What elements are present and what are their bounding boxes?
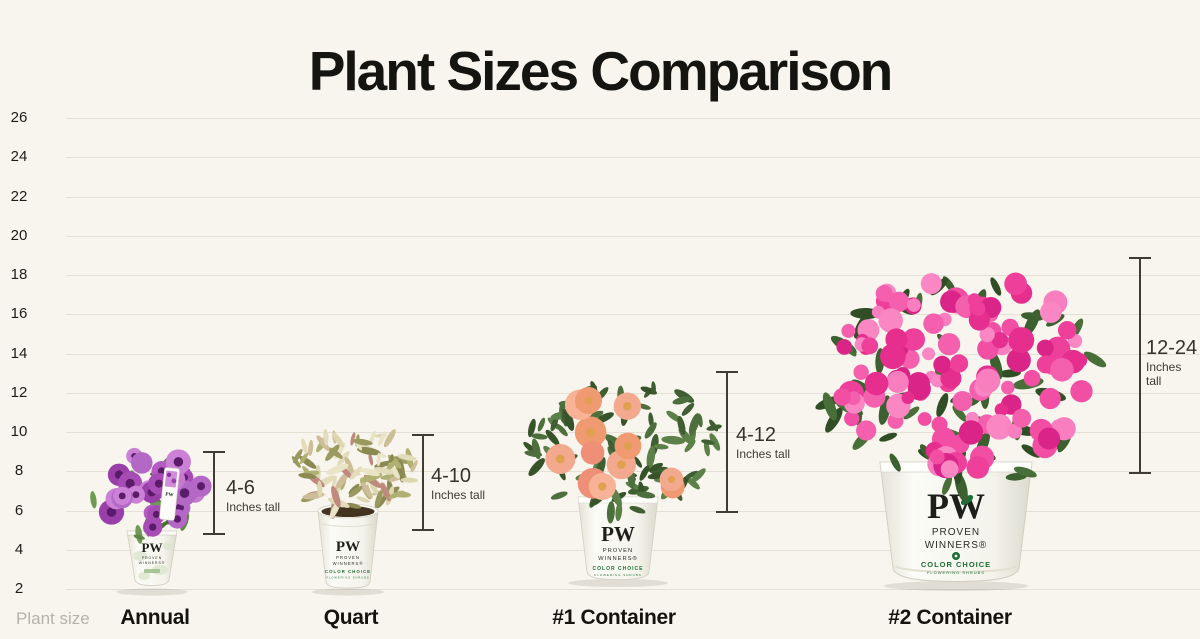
pot-line4-text: FLOWERING SHRUBS xyxy=(326,576,369,580)
y-tick-label: 4 xyxy=(14,540,24,558)
quart-height-bracket xyxy=(412,434,434,531)
annual-height-bracket xyxy=(203,451,225,535)
pot-line1-text: PROVEN xyxy=(932,527,980,538)
range-value: 12-24 xyxy=(1146,337,1198,359)
category-label-quart: Quart xyxy=(323,606,379,629)
category-label-container2: #2 Container xyxy=(888,606,1012,629)
range-value: 4-12 xyxy=(736,424,777,446)
gridline xyxy=(66,157,1200,159)
pot-colorchoice-text: COLOR CHOICE xyxy=(325,569,371,574)
range-unit: Inches tall xyxy=(1146,360,1182,388)
gridline xyxy=(66,432,1200,433)
range-unit: Inches tall xyxy=(431,488,486,502)
container1-plant-illustration: PW PROVEN WINNERS® COLOR CHOICE FLOWERIN… xyxy=(523,381,722,587)
quart-pot: PW PROVEN WINNERS® COLOR CHOICE FLOWERIN… xyxy=(312,503,384,596)
pot-brand-text: PW xyxy=(927,486,985,526)
container2-height-bracket xyxy=(1129,257,1151,474)
y-tick-label: 24 xyxy=(10,148,28,166)
container2-flowers xyxy=(833,272,1093,479)
pot-line4-text: FLOWERING SHRUBS xyxy=(594,573,642,577)
pot-line2-text: WINNERS® xyxy=(925,540,988,551)
gridline xyxy=(66,353,1200,355)
quart-foliage xyxy=(291,428,419,520)
tag-brand-text: PW xyxy=(165,493,174,499)
annual-plant-illustration: PW PROVEN WINNERS® PW xyxy=(90,447,212,596)
pot-line1-text: PROVEN xyxy=(336,555,360,560)
y-tick-label: 6 xyxy=(14,501,24,519)
pot-brand-text: PW xyxy=(142,540,163,555)
pot-colorchoice-text: COLOR CHOICE xyxy=(593,566,644,572)
range-value: 4-6 xyxy=(226,477,255,499)
y-tick-label: 16 xyxy=(10,305,28,323)
pot-colorchoice-text: COLOR CHOICE xyxy=(921,560,991,569)
annual-pot: PW PROVEN WINNERS® xyxy=(116,530,188,596)
pot-line2-text: WINNERS® xyxy=(598,555,638,562)
y-tick-label: 2 xyxy=(14,580,24,597)
category-label-annual: Annual xyxy=(120,606,190,629)
y-tick-label: 20 xyxy=(10,226,28,244)
container1-flowers xyxy=(545,387,685,501)
category-label-container1: #1 Container xyxy=(552,606,676,629)
gridline xyxy=(66,196,1200,198)
container2-plant-illustration: PW PROVEN WINNERS® COLOR CHOICE FLOWERIN… xyxy=(815,272,1107,591)
range-unit: Inches tall xyxy=(226,500,281,514)
container2-height-range: 12-24 Inches tall xyxy=(1146,337,1200,388)
pot-line2-text: WINNERS® xyxy=(333,561,364,566)
range-value: 4-10 xyxy=(431,465,472,487)
container1-height-range: 4-12 Inches tall xyxy=(736,424,790,461)
x-axis-label: Plant size xyxy=(16,609,90,628)
container1-height-bracket xyxy=(716,371,738,513)
pot-line1-text: PROVEN xyxy=(142,556,162,560)
quart-height-range: 4-10 Inches tall xyxy=(431,465,485,502)
pot-brand-text: PW xyxy=(336,539,360,555)
y-tick-label: 26 xyxy=(10,109,28,126)
y-tick-label: 8 xyxy=(14,462,24,480)
pot-brand-text: PW xyxy=(601,522,635,546)
quart-plant-illustration: PW PROVEN WINNERS® COLOR CHOICE FLOWERIN… xyxy=(291,428,419,596)
annual-flowers xyxy=(98,447,212,537)
y-tick-label: 18 xyxy=(10,266,28,283)
gridline xyxy=(66,235,1200,237)
pot-line2-text: WINNERS® xyxy=(139,561,166,565)
gridline xyxy=(66,392,1200,394)
range-unit: Inches tall xyxy=(736,447,791,461)
plant-tag: PW xyxy=(159,467,180,521)
y-tick-label: 10 xyxy=(10,423,28,440)
y-tick-label: 14 xyxy=(10,344,28,362)
annual-height-range: 4-6 Inches tall xyxy=(226,477,280,514)
gridline xyxy=(66,275,1200,276)
gridline xyxy=(66,589,1200,590)
gridline xyxy=(66,314,1200,316)
pot-line4-text: FLOWERING SHRUBS xyxy=(927,570,985,575)
y-tick-label: 12 xyxy=(10,383,28,401)
pot-line1-text: PROVEN xyxy=(603,548,633,554)
pot-leaf-icon xyxy=(960,495,974,505)
y-tick-label: 22 xyxy=(10,187,28,205)
gridline xyxy=(66,118,1200,119)
page-title: Plant Sizes Comparison xyxy=(308,39,894,102)
